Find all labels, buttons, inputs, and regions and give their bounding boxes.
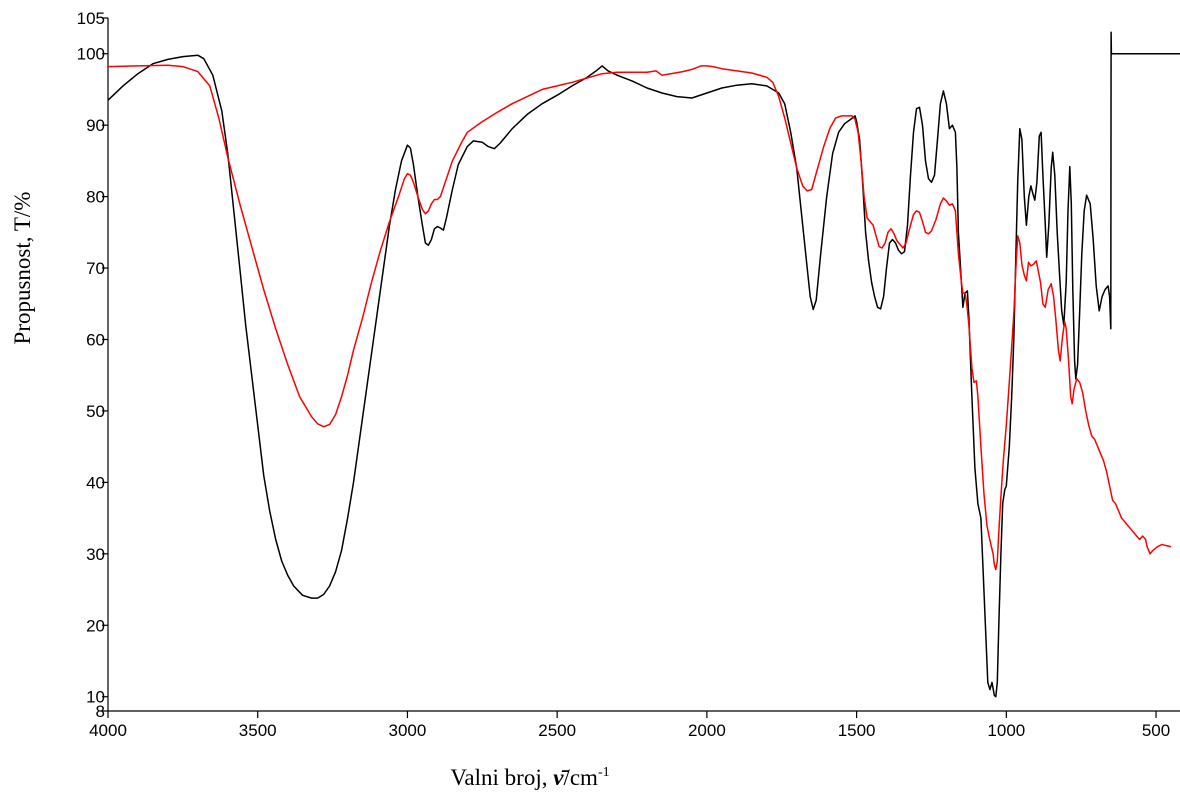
x-tick-label: 2500 bbox=[538, 721, 576, 740]
series-line-2 bbox=[107, 64, 1172, 571]
x-tick-label: 1000 bbox=[987, 721, 1025, 740]
y-tick-label: 60 bbox=[86, 330, 105, 349]
y-tick-label: 50 bbox=[86, 402, 105, 421]
x-axis-title-main: Valni broj, bbox=[450, 765, 553, 790]
y-tick-label: 105 bbox=[77, 9, 105, 28]
y-tick-label: 100 bbox=[77, 45, 105, 64]
x-tick-label: 1500 bbox=[838, 721, 876, 740]
x-tick-label: 3500 bbox=[239, 721, 277, 740]
series-line-1 bbox=[107, 31, 1180, 698]
x-tick-label: 500 bbox=[1142, 721, 1170, 740]
y-tick-label: 30 bbox=[86, 545, 105, 564]
y-axis-title: Propusnost, T/% bbox=[10, 192, 35, 345]
series-layer bbox=[107, 31, 1180, 698]
y-tick-label: 80 bbox=[86, 188, 105, 207]
x-tick-label: 2000 bbox=[688, 721, 726, 740]
y-tick-label: 70 bbox=[86, 259, 105, 278]
y-tick-label: 90 bbox=[86, 116, 105, 135]
axis-labels: Propusnost, T/% Valni broj, ν̄/cm-1 bbox=[10, 192, 610, 790]
x-axis-title-unit: /cm bbox=[563, 765, 598, 790]
x-tick-label: 4000 bbox=[89, 721, 127, 740]
y-tick-label: 40 bbox=[86, 473, 105, 492]
x-axis-title: Valni broj, ν̄/cm-1 bbox=[450, 765, 609, 790]
y-tick-label: 20 bbox=[86, 616, 105, 635]
y-tick-label: 10 bbox=[86, 688, 105, 707]
x-axis-title-exponent: -1 bbox=[598, 765, 610, 780]
x-tick-label: 3000 bbox=[389, 721, 427, 740]
y-tick-label: 8 bbox=[96, 702, 105, 721]
chart-axes: 810 20 30 40 50 60 70 80 90 100 105 4000 3500 3000 250… bbox=[77, 9, 1180, 740]
